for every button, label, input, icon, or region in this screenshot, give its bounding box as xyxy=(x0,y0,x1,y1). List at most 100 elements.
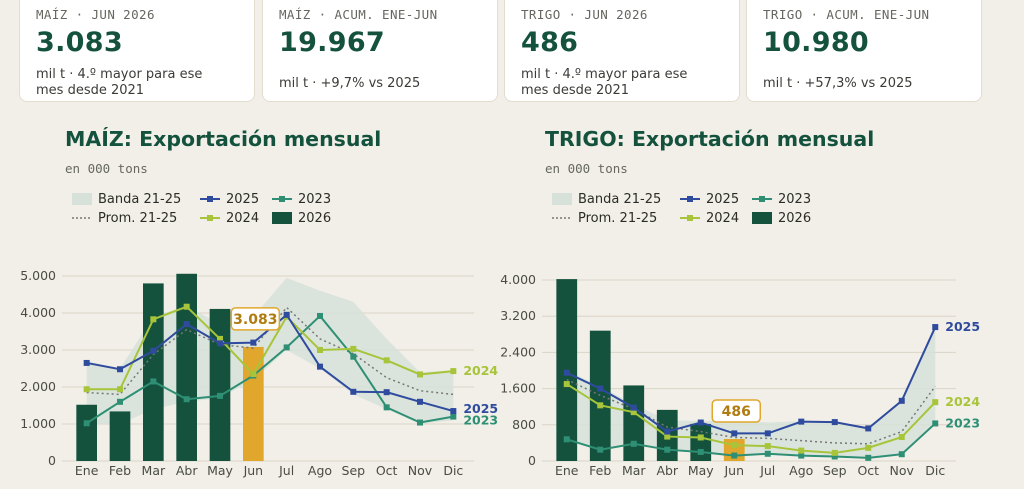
marker-2025 xyxy=(83,359,90,366)
legend-item-2024: 2024 xyxy=(200,210,259,226)
kpi-label: TRIGO · JUN 2026 xyxy=(521,7,648,22)
marker-2023 xyxy=(217,392,223,399)
marker-2024 xyxy=(383,357,390,364)
x-tick-label: Dic xyxy=(443,463,463,478)
kpi-card-maiz-acum: MAÍZ · ACUM. ENE-JUN 19.967 mil t · +9,7… xyxy=(262,0,498,102)
legend-label: 2023 xyxy=(778,191,812,207)
bar-2026-abr xyxy=(176,273,197,461)
x-tick-label: Sep xyxy=(823,463,847,478)
legend-swatch-2025 xyxy=(200,196,220,202)
legend-label: 2026 xyxy=(298,210,332,226)
marker-2023 xyxy=(630,440,637,447)
x-tick-label: Mar xyxy=(142,463,166,478)
marker-2024 xyxy=(83,386,90,393)
y-tick-label: 4.000 xyxy=(500,272,536,287)
marker-2025 xyxy=(563,369,570,376)
kpi-note: mil t · +9,7% vs 2025 xyxy=(279,76,421,91)
chart-subtitle-maiz: en 000 tons xyxy=(65,161,148,176)
marker-2023 xyxy=(183,396,190,403)
y-tick-label: 0 xyxy=(48,453,56,468)
kpi-value: 486 xyxy=(521,27,579,58)
x-tick-label: Nov xyxy=(408,463,433,478)
legend-label: 2025 xyxy=(706,191,740,207)
legend-label: Prom. 21-25 xyxy=(98,210,178,226)
marker-2024 xyxy=(450,368,457,375)
marker-2024 xyxy=(563,381,570,388)
x-tick-label: Jun xyxy=(243,463,264,478)
marker-2023 xyxy=(597,446,604,453)
bar-2026-may xyxy=(209,308,231,461)
marker-2025 xyxy=(150,347,157,354)
marker-2025 xyxy=(350,388,357,395)
line-2023 xyxy=(86,314,454,425)
end-label-2024: 2024 xyxy=(945,394,980,409)
chart-subtitle-trigo: en 000 tons xyxy=(545,161,628,176)
marker-2023 xyxy=(697,448,704,455)
end-label-2025: 2025 xyxy=(463,401,498,416)
marker-2023 xyxy=(831,453,838,460)
kpi-label: MAÍZ · ACUM. ENE-JUN xyxy=(279,7,438,22)
line-2023 xyxy=(566,422,936,459)
marker-2024 xyxy=(597,402,604,409)
legend-item-2026: 2026 xyxy=(272,210,331,226)
marker-2025 xyxy=(317,363,323,370)
end-label-2023: 2023 xyxy=(463,413,498,428)
marker-2024 xyxy=(350,345,357,352)
legend-label: 2023 xyxy=(298,191,332,207)
marker-2023 xyxy=(83,420,90,427)
marker-2024 xyxy=(417,371,423,378)
legend-swatch-2026 xyxy=(752,212,772,224)
x-tick-label: Ene xyxy=(75,463,99,478)
x-tick-label: Mar xyxy=(622,463,646,478)
legend-item-2023: 2023 xyxy=(752,191,811,207)
x-tick-label: Ago xyxy=(308,463,332,478)
kpi-label: MAÍZ · JUN 2026 xyxy=(36,7,155,22)
marker-2024 xyxy=(217,335,223,342)
end-label-2025: 2025 xyxy=(945,319,980,334)
legend-item-2025: 2025 xyxy=(680,191,739,207)
bar-2026-jun xyxy=(243,346,264,461)
marker-2025 xyxy=(764,430,771,437)
kpi-card-maiz-jun: MAÍZ · JUN 2026 3.083 mil t · 4.º mayor … xyxy=(19,0,255,102)
legend-trigo: Banda 21-25 2025 2023 Prom. 21-25 2024 2… xyxy=(552,191,882,231)
marker-2024 xyxy=(630,409,637,416)
marker-2024 xyxy=(183,303,190,310)
marker-2025 xyxy=(831,419,838,426)
x-tick-label: Feb xyxy=(109,463,131,478)
legend-item-avg: Prom. 21-25 xyxy=(552,210,657,226)
kpi-note: mil t · 4.º mayor para ese mes desde 202… xyxy=(36,67,203,98)
marker-2025 xyxy=(417,398,423,405)
marker-2025 xyxy=(183,321,190,328)
kpi-value: 19.967 xyxy=(279,27,385,58)
marker-2023 xyxy=(350,353,357,360)
x-tick-label: Jul xyxy=(278,463,294,478)
marker-2024 xyxy=(764,443,771,450)
marker-2025 xyxy=(283,311,290,318)
marker-2024 xyxy=(697,434,704,441)
x-tick-label: Abr xyxy=(176,463,198,478)
legend-item-band: Banda 21-25 xyxy=(552,191,661,207)
x-tick-label: Ene xyxy=(555,463,579,478)
legend-swatch-2024 xyxy=(200,215,220,221)
marker-2024 xyxy=(117,386,123,393)
y-tick-label: 1.600 xyxy=(500,381,536,396)
legend-swatch-2026 xyxy=(272,212,292,224)
legend-item-band: Banda 21-25 xyxy=(72,191,181,207)
bar-2026-feb xyxy=(109,411,131,461)
marker-2025 xyxy=(731,430,738,437)
marker-2024 xyxy=(150,316,157,323)
bar-2026-feb xyxy=(589,330,611,461)
x-tick-label: May xyxy=(688,463,714,478)
y-tick-label: 3.000 xyxy=(20,342,56,357)
legend-swatch-avg xyxy=(552,217,572,219)
marker-2024 xyxy=(932,399,939,406)
x-tick-label: Ago xyxy=(789,463,813,478)
y-tick-label: 0 xyxy=(528,453,536,468)
kpi-value: 10.980 xyxy=(763,27,869,58)
kpi-card-trigo-acum: TRIGO · ACUM. ENE-JUN 10.980 mil t · +57… xyxy=(746,0,982,102)
legend-swatch-2024 xyxy=(680,215,700,221)
y-tick-label: 1.000 xyxy=(20,416,56,431)
chart-title-trigo: TRIGO: Exportación mensual xyxy=(545,127,875,151)
marker-2023 xyxy=(932,420,939,427)
